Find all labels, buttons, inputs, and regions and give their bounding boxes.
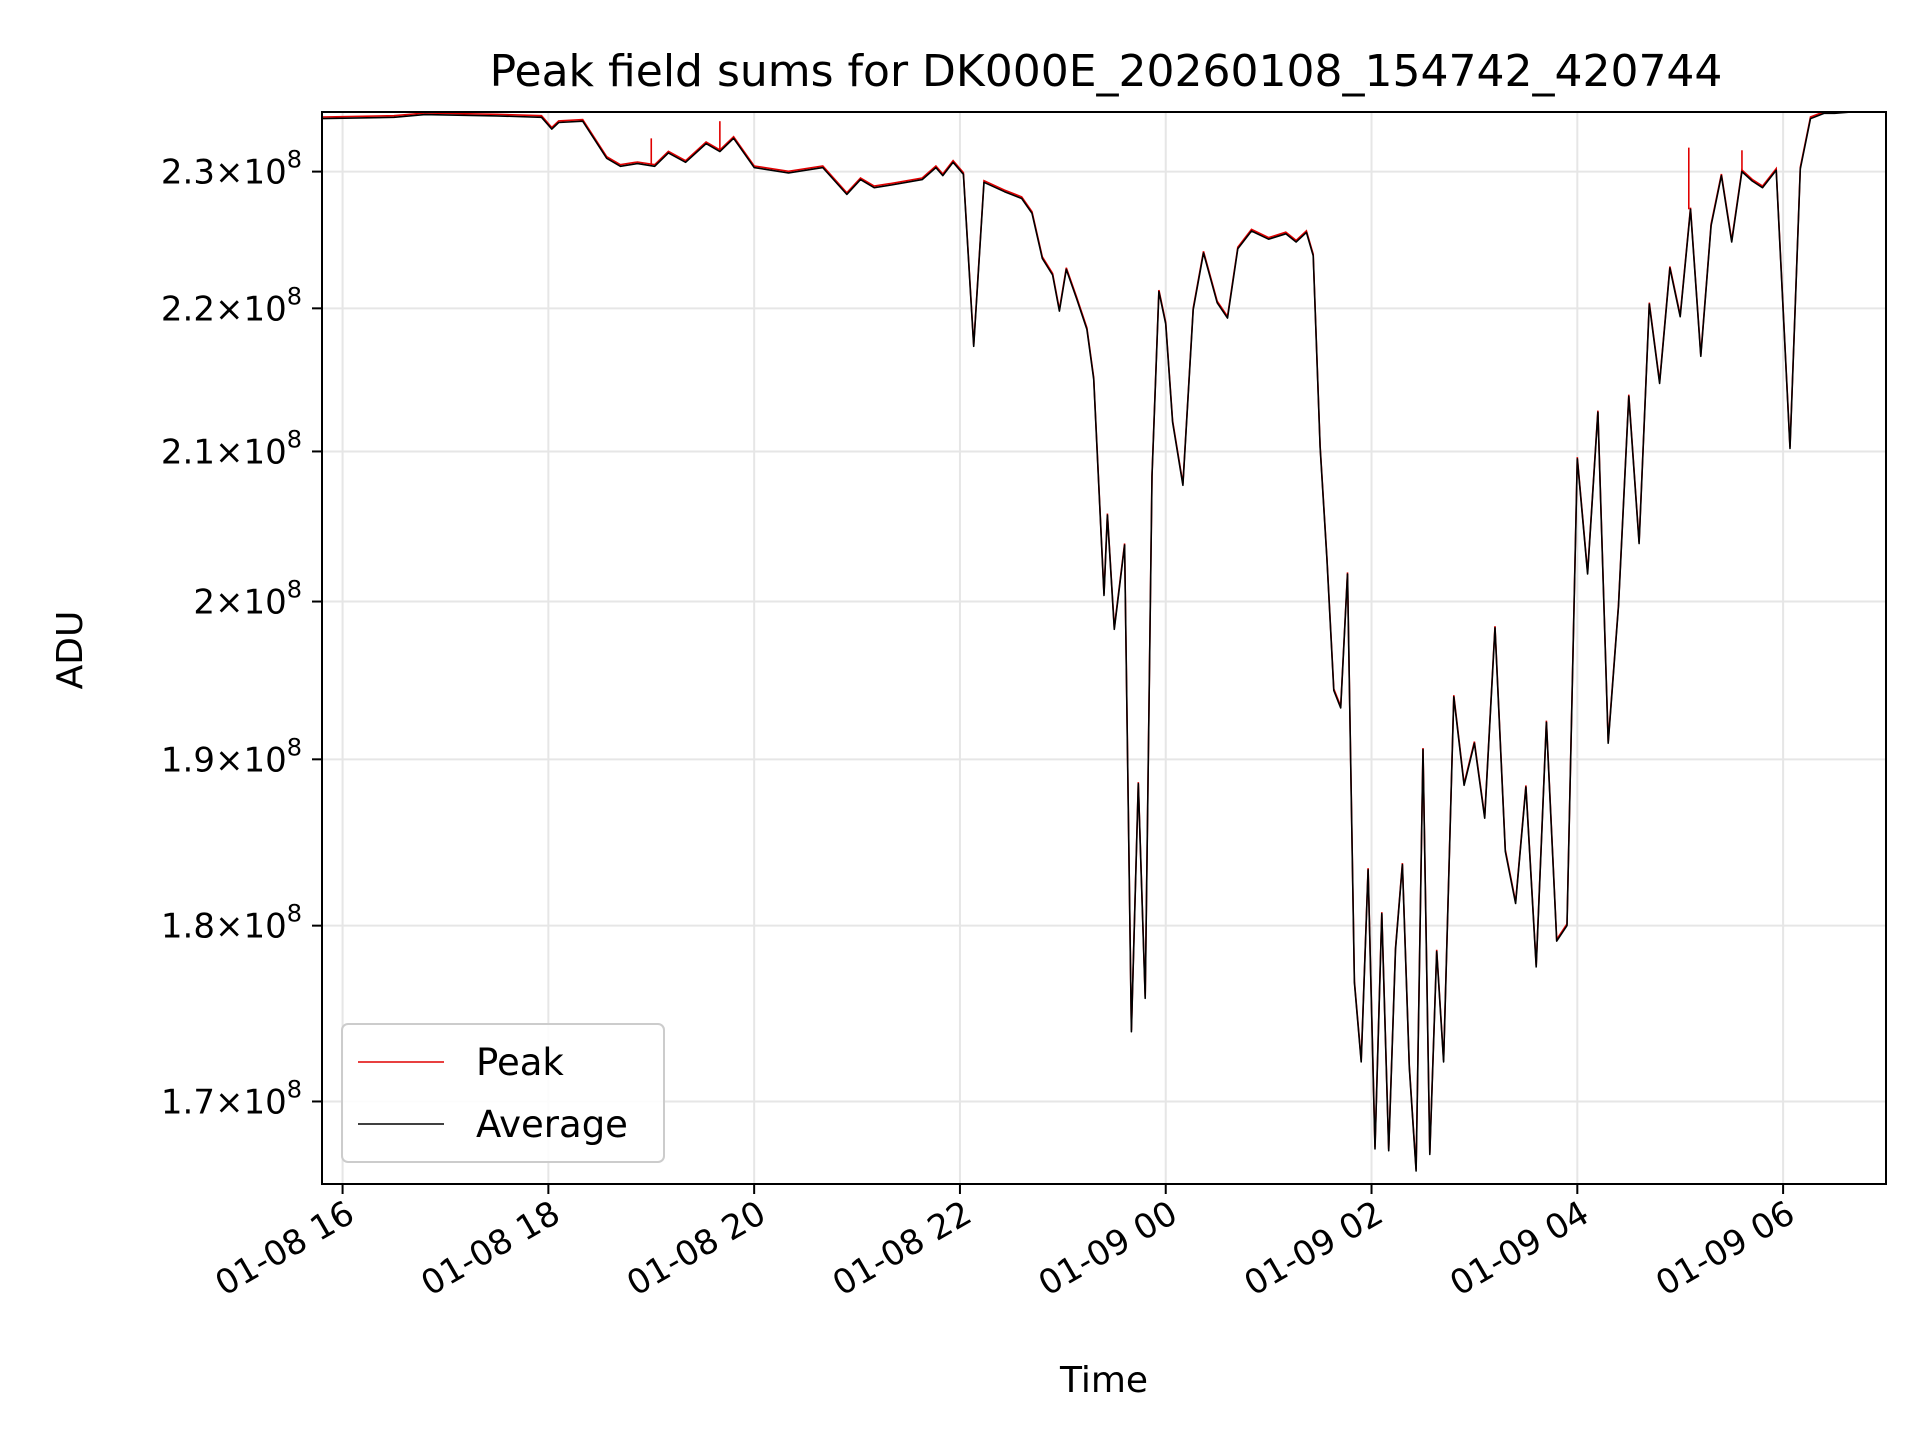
legend-box — [341, 1023, 665, 1163]
plot-area — [322, 112, 1873, 1172]
x-axis-label: Time — [1059, 1360, 1148, 1401]
y-tick-label: 1.7×108 — [161, 1075, 302, 1122]
y-tick-label: 2×108 — [193, 576, 302, 623]
series-line-average — [322, 112, 1873, 1172]
y-tick-label: 1.8×108 — [161, 900, 302, 947]
y-tick-label: 1.9×108 — [161, 733, 302, 780]
plot-frame — [321, 111, 1887, 1185]
y-axis: 1.7×108 1.8×108 1.9×108 2×108 2.1×108 2.2×108… — [161, 146, 322, 1122]
legend: Peak Average — [341, 1023, 665, 1163]
chart-title: Peak field sums for DK000E_20260108_1547… — [490, 46, 1723, 97]
y-tick-label: 2.3×108 — [161, 146, 302, 193]
y-axis-label: ADU — [50, 611, 91, 690]
y-tick-label: 2.1×108 — [161, 425, 302, 472]
y-tick-label: 2.2×108 — [161, 282, 302, 329]
legend-label-average: Average — [476, 1103, 628, 1146]
legend-label-peak: Peak — [476, 1041, 564, 1084]
